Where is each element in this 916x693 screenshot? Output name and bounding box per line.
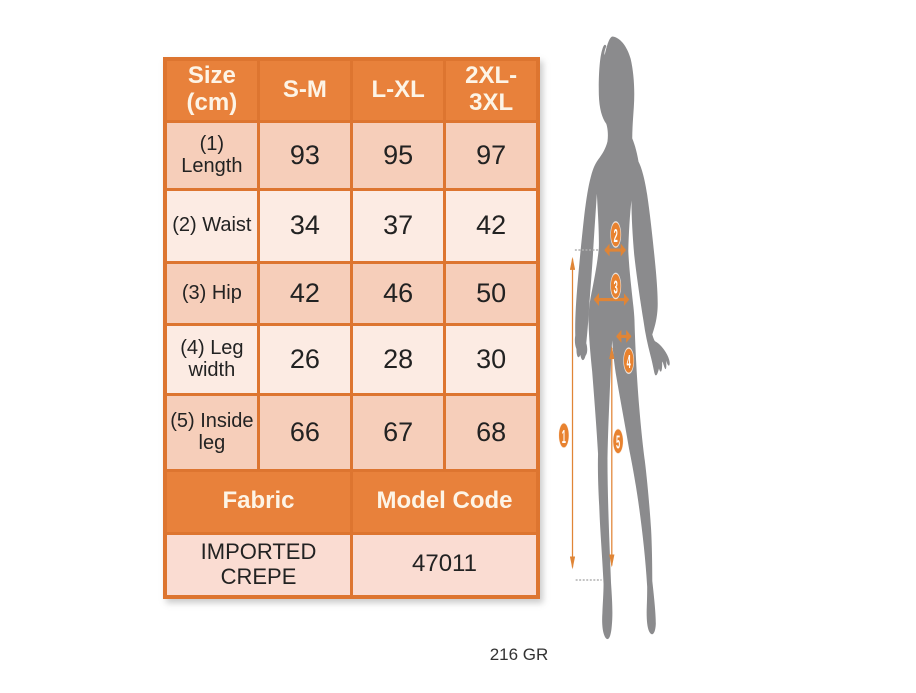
badge-number: 3 [614,276,618,297]
badge-circle [610,221,622,248]
measure-badge-3: 3 [610,272,622,300]
badge-number: 4 [627,351,631,372]
value-cell: 42 [443,187,540,264]
header-l-xl: L-XL [349,57,447,123]
badge-circle [610,272,622,300]
value-cell: 26 [256,322,354,396]
row-label-leg-width: (4) Leg width [163,322,260,396]
table-row: (3) Hip 42 46 50 [163,260,540,326]
value-cell: 34 [256,187,354,264]
badge-number: 1 [562,426,566,447]
value-cell: 28 [349,322,447,396]
value-cell: 67 [349,392,447,472]
value-cell: 68 [443,392,540,472]
header-2xl-3xl: 2XL-3XL [443,57,540,123]
row-label-hip: (3) Hip [163,260,260,326]
fabric-header: Fabric [163,468,353,535]
badge-circle [623,347,635,375]
badge-circle [558,422,570,449]
value-cell: 46 [349,260,447,326]
badge-circle [612,427,624,455]
size-table: Size (cm) S-M L-XL 2XL-3XL (1) Length 93… [163,57,540,599]
fabric-value: IMPORTED CREPE [163,531,353,599]
value-cell: 30 [443,322,540,396]
value-cell: 95 [349,119,447,191]
measure-badge-4: 4 [623,347,635,375]
weight-note: 216 GR [489,645,549,664]
measure-badge-1: 1 [558,422,570,449]
measurement-diagram: 1 2 3 4 5 [558,36,670,640]
value-cell: 37 [349,187,447,264]
row-label-waist: (2) Waist [163,187,260,264]
table-row: (2) Waist 34 37 42 [163,187,540,264]
value-cell: 97 [443,119,540,191]
table-footer-header-row: Fabric Model Code [163,468,540,535]
header-size-cm: Size (cm) [163,57,260,123]
badge-number: 2 [614,225,618,246]
table-row: (4) Leg width 26 28 30 [163,322,540,396]
badge-number: 5 [616,432,620,453]
value-cell: 50 [443,260,540,326]
header-s-m: S-M [256,57,354,123]
model-code-value: 47011 [350,531,540,599]
table-header-row: Size (cm) S-M L-XL 2XL-3XL [163,57,540,123]
table-row: (1) Length 93 95 97 [163,119,540,191]
row-label-inside-leg: (5) Inside leg [163,392,260,472]
table-row: (5) Inside leg 66 67 68 [163,392,540,472]
measure-badge-5: 5 [612,427,624,455]
value-cell: 93 [256,119,354,191]
value-cell: 66 [256,392,354,472]
value-cell: 42 [256,260,354,326]
model-code-header: Model Code [350,468,540,535]
row-label-length: (1) Length [163,119,260,191]
table-footer-data-row: IMPORTED CREPE 47011 [163,531,540,599]
measure-badge-2: 2 [610,221,622,248]
